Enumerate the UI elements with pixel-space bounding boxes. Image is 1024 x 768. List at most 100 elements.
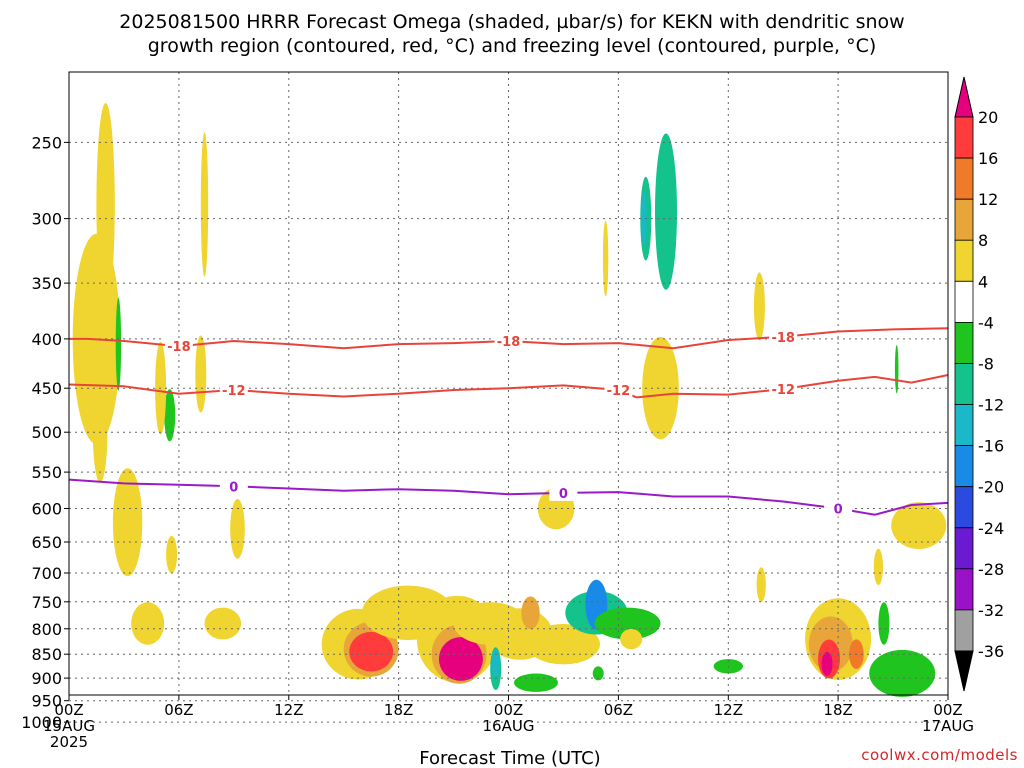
omega-shade-30 bbox=[592, 666, 604, 681]
y-tick-label: 450 bbox=[31, 379, 62, 398]
colorbar-label: -20 bbox=[978, 478, 1004, 497]
contour-label-bg bbox=[219, 382, 248, 398]
contour-label-bg bbox=[769, 328, 798, 345]
colorbar-bottom-arrow bbox=[954, 650, 974, 692]
contour-label-bg bbox=[824, 500, 853, 517]
contour-label-bg bbox=[219, 478, 248, 495]
colorbar-label: 8 bbox=[978, 231, 988, 250]
colorbar-label: 12 bbox=[978, 190, 998, 209]
omega-shade-18 bbox=[438, 637, 483, 681]
colorbar-swatch bbox=[954, 363, 974, 405]
colorbar-legend: 20 16 12 8 4 -4 -8 -12 -16 -20 -24 -28 -32 -36 bbox=[954, 76, 1004, 692]
omega-shade-5 bbox=[164, 389, 176, 442]
y-tick-label: 1000 bbox=[21, 713, 62, 732]
omega-shade-10 bbox=[204, 607, 242, 640]
colorbar-label: -32 bbox=[978, 601, 1004, 620]
colorbar-swatch bbox=[954, 568, 974, 611]
x-axis: 00Z 06Z 12Z 18Z 00Z 06Z 12Z 18Z 00Z15AUG202516AU… bbox=[43, 695, 974, 751]
omega-shade-1 bbox=[96, 102, 115, 306]
y-tick-label: 800 bbox=[31, 620, 62, 639]
colorbar-label: -8 bbox=[978, 355, 994, 374]
omega-shade-34 bbox=[655, 133, 677, 290]
chart-title-line2: growth region (contoured, red, °C) and f… bbox=[148, 35, 877, 57]
omega-shade-38 bbox=[753, 272, 765, 341]
contour-label: -12 bbox=[222, 384, 246, 399]
omega-shade-39 bbox=[756, 567, 766, 603]
x-tick-label: 18Z bbox=[384, 701, 413, 719]
colorbar-label: -4 bbox=[978, 313, 994, 332]
y-tick-label: 700 bbox=[31, 564, 62, 583]
contour-label: -18 bbox=[771, 331, 795, 346]
chart-title-line1: 2025081500 HRRR Forecast Omega (shaded, … bbox=[119, 11, 904, 33]
omega-shade-7 bbox=[200, 132, 209, 277]
colorbar-label: 20 bbox=[978, 108, 998, 127]
temperature-contours: -18 -18 -18 -12 -12 -12 0 0 0 bbox=[68, 327, 949, 518]
colorbar-label: -12 bbox=[978, 396, 1004, 415]
contour-label-bg bbox=[604, 382, 633, 398]
omega-shade-35 bbox=[642, 337, 679, 440]
omega-shade-8 bbox=[195, 335, 207, 413]
colorbar-label: -36 bbox=[978, 642, 1004, 661]
omega-shade-9 bbox=[230, 499, 245, 559]
y-tick-label: 750 bbox=[31, 593, 62, 612]
omega-shade-31 bbox=[620, 628, 643, 650]
x-tick-label: 06Z bbox=[164, 701, 193, 719]
omega-shade-47 bbox=[894, 344, 899, 394]
contour-label: -12 bbox=[607, 384, 631, 399]
y-tick-label: 250 bbox=[31, 133, 62, 152]
omega-shade-24 bbox=[492, 649, 500, 679]
contour-label: -12 bbox=[771, 383, 795, 398]
omega-shade-36 bbox=[602, 220, 609, 297]
x-tick-label: 00Z bbox=[54, 701, 83, 719]
contour-label: -18 bbox=[497, 335, 521, 350]
contour-label: 0 bbox=[229, 480, 238, 495]
colorbar-label: 4 bbox=[978, 272, 988, 291]
omega-shade-33 bbox=[641, 190, 647, 247]
y-tick-label: 500 bbox=[31, 423, 62, 442]
y-tick-label: 950 bbox=[31, 692, 62, 711]
omega-shade-45 bbox=[873, 548, 884, 586]
x-tick-label: 06Z bbox=[604, 701, 633, 719]
colorbar-swatch bbox=[954, 198, 974, 241]
x-date-label: 15AUG bbox=[43, 717, 95, 735]
omega-shade-29 bbox=[594, 607, 661, 640]
omega-shade-46 bbox=[891, 502, 947, 549]
x-year-label: 2025 bbox=[50, 733, 88, 751]
credit-text: coolwx.com/models bbox=[861, 746, 1018, 764]
y-tick-label: 350 bbox=[31, 274, 62, 293]
y-tick-label: 400 bbox=[31, 330, 62, 349]
x-tick-label: 12Z bbox=[274, 701, 303, 719]
omega-shade-22 bbox=[526, 624, 601, 665]
colorbar-label: -24 bbox=[978, 519, 1004, 538]
colorbar-label: -16 bbox=[978, 437, 1004, 456]
x-tick-label: 00Z bbox=[494, 701, 523, 719]
y-axis: 250 300 350 400 450 500 550 600 650 700 750 800 850 9… bbox=[21, 133, 69, 732]
colorbar-swatch bbox=[954, 239, 974, 282]
omega-shade-49 bbox=[878, 602, 890, 645]
x-date-label: 16AUG bbox=[483, 717, 535, 735]
omega-shade-4 bbox=[131, 602, 165, 645]
colorbar-swatch bbox=[954, 609, 974, 652]
omega-shade-3 bbox=[112, 468, 143, 577]
contour-label: 0 bbox=[559, 487, 568, 502]
colorbar-swatch bbox=[954, 486, 974, 529]
colorbar-swatch bbox=[954, 280, 974, 323]
contour-label: -18 bbox=[167, 340, 191, 355]
contour-label-bg bbox=[549, 484, 578, 501]
omega-shading bbox=[72, 102, 947, 697]
omega-shade-48 bbox=[869, 649, 936, 697]
y-tick-label: 850 bbox=[31, 645, 62, 664]
colorbar-swatch bbox=[954, 527, 974, 570]
contour-label-bg bbox=[164, 338, 193, 355]
omega-shade-6 bbox=[166, 535, 178, 574]
colorbar-top-arrow bbox=[954, 76, 974, 118]
colorbar-label: -28 bbox=[978, 560, 1004, 579]
y-tick-label: 650 bbox=[31, 533, 62, 552]
colorbar-swatch bbox=[954, 445, 974, 488]
x-tick-label: 00Z bbox=[933, 701, 962, 719]
contour-label-bg bbox=[494, 333, 523, 349]
x-tick-label: 12Z bbox=[714, 701, 743, 719]
colorbar-swatch bbox=[954, 157, 974, 200]
x-axis-title: Forecast Time (UTC) bbox=[419, 748, 600, 768]
